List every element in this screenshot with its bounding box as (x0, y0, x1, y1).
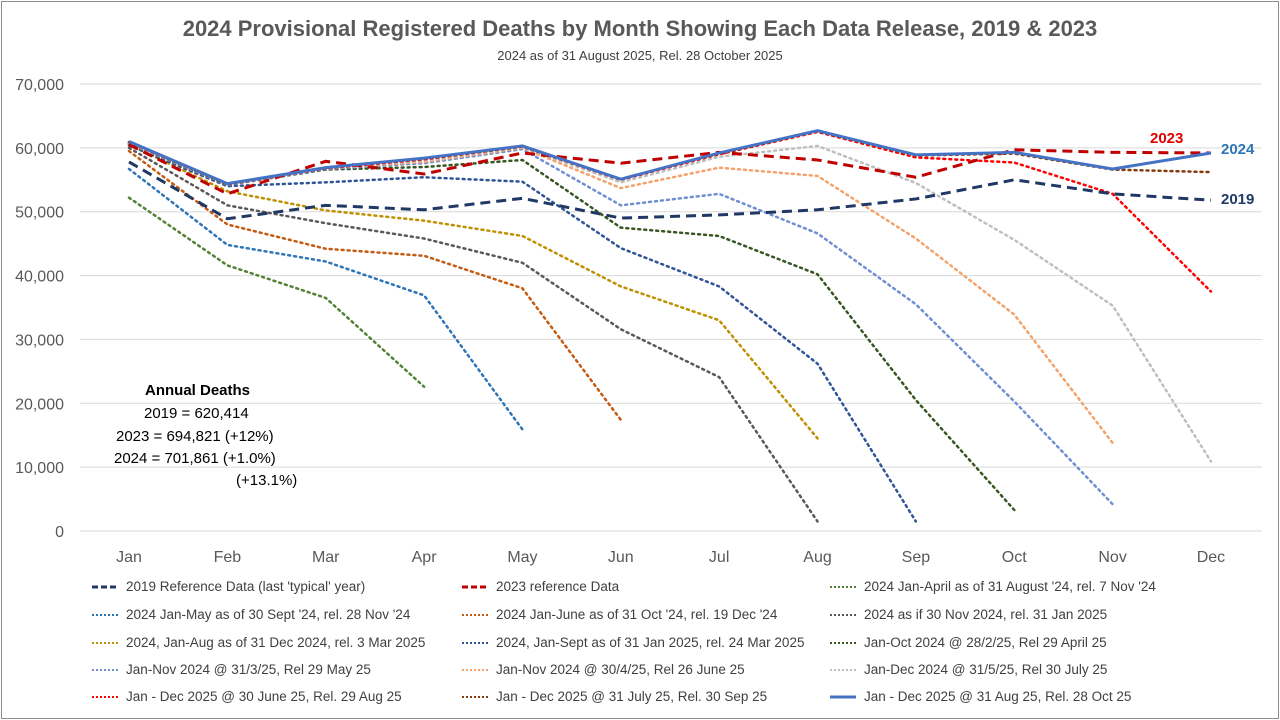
series-line-2 (127, 196, 426, 388)
legend-swatch (92, 641, 118, 644)
x-tick-label: Mar (312, 549, 340, 566)
legend-label: Jan-Nov 2024 @ 31/3/25, Rel 29 May 25 (126, 662, 371, 677)
legend-item: Jan-Oct 2024 @ 28/2/25, Rel 29 April 25 (828, 635, 1107, 650)
legend-label: 2024, Jan-Aug as of 31 Dec 2024, rel. 3 … (126, 635, 426, 650)
legend-swatch (462, 668, 488, 671)
legend-item: 2024, Jan-Sept as of 31 Jan 2025, rel. 2… (460, 635, 804, 650)
y-tick-label: 30,000 (15, 332, 64, 349)
series-line-0 (128, 160, 1212, 221)
legend-label: Jan - Dec 2025 @ 30 June 25, Rel. 29 Aug… (126, 689, 402, 704)
annotation-line: 2019 = 620,414 (144, 405, 249, 422)
legend-label: 2019 Reference Data (last 'typical' year… (126, 579, 366, 594)
legend-label: Jan-Dec 2024 @ 31/5/25, Rel 30 July 25 (864, 662, 1108, 677)
series-line-9 (127, 142, 1114, 506)
legend-swatch (92, 585, 118, 588)
y-tick-label: 50,000 (15, 205, 64, 222)
series-line-6 (127, 143, 819, 440)
legend-swatch (830, 641, 856, 644)
legend-swatch (462, 585, 488, 588)
y-tick-label: 40,000 (15, 269, 64, 286)
chart-subtitle: 2024 as of 31 August 2025, Rel. 28 Octob… (497, 48, 783, 63)
x-tick-label: Feb (214, 549, 242, 566)
legend-item: Jan-Dec 2024 @ 31/5/25, Rel 30 July 25 (828, 662, 1107, 677)
series-line-4 (127, 149, 623, 422)
legend-item: Jan - Dec 2025 @ 31 July 25, Rel. 30 Sep… (460, 689, 767, 704)
x-tick-label: Apr (412, 549, 438, 566)
legend-label: Jan-Nov 2024 @ 30/4/25, Rel 26 June 25 (496, 662, 745, 677)
legend-label: 2023 reference Data (496, 579, 620, 594)
x-tick-label: Dec (1197, 549, 1225, 566)
y-tick-label: 70,000 (15, 77, 64, 94)
legend-item: Jan-Nov 2024 @ 31/3/25, Rel 29 May 25 (90, 662, 371, 677)
chart-title: 2024 Provisional Registered Deaths by Mo… (182, 16, 1098, 41)
x-tick-label: Nov (1098, 549, 1126, 566)
annotation-line: 2023 = 694,821 (+12%) (116, 428, 274, 445)
legend-item: 2024 Jan-May as of 30 Sept '24, rel. 28 … (90, 607, 410, 622)
legend-item: Jan-Nov 2024 @ 30/4/25, Rel 26 June 25 (460, 662, 745, 677)
legend-swatch (462, 641, 488, 644)
legend-swatch (462, 613, 488, 616)
legend-item: 2024, Jan-Aug as of 31 Dec 2024, rel. 3 … (90, 635, 425, 650)
annotation-line: (+13.1%) (236, 472, 298, 489)
x-tick-label: Jan (116, 549, 142, 566)
series-line-5 (127, 146, 819, 523)
legend-item: Jan - Dec 2025 @ 30 June 25, Rel. 29 Aug… (90, 689, 402, 704)
legend-swatch (92, 668, 118, 671)
end-label-2019: 2019 (1221, 191, 1255, 208)
legend-swatch (92, 613, 118, 616)
end-label-2023: 2023 (1150, 130, 1184, 147)
legend-item: 2024 as if 30 Nov 2024, rel. 31 Jan 2025 (828, 607, 1107, 622)
legend-swatch (830, 668, 856, 671)
annotation-line: 2024 = 701,861 (+1.0%) (114, 450, 276, 467)
series-line-10 (127, 141, 1114, 445)
y-tick-label: 20,000 (15, 396, 64, 413)
x-tick-label: May (507, 549, 537, 566)
y-tick-label: 0 (55, 524, 64, 541)
series-line-11 (127, 140, 1213, 463)
end-label-2024: 2024 (1221, 141, 1255, 158)
x-tick-label: Aug (803, 549, 831, 566)
legend-label: Jan - Dec 2025 @ 31 Aug 25, Rel. 28 Oct … (864, 689, 1132, 704)
legend-item: Jan - Dec 2025 @ 31 Aug 25, Rel. 28 Oct … (828, 689, 1131, 704)
legend-label: 2024 Jan-April as of 31 August '24, rel.… (864, 579, 1156, 594)
legend-label: 2024 Jan-May as of 30 Sept '24, rel. 28 … (126, 607, 411, 622)
legend-swatch (830, 585, 856, 588)
x-tick-label: Jul (709, 549, 729, 566)
legend-swatch (462, 695, 488, 698)
legend-label: 2024 Jan-June as of 31 Oct '24, rel. 19 … (496, 607, 778, 622)
series-line-14 (128, 129, 1212, 186)
legend-item: 2023 reference Data (460, 579, 619, 594)
series-line-1 (128, 143, 1211, 196)
legend-label: Jan - Dec 2025 @ 31 July 25, Rel. 30 Sep… (496, 689, 768, 704)
legend-swatch (830, 613, 856, 616)
y-tick-label: 60,000 (15, 141, 64, 158)
legend-item: 2024 Jan-April as of 31 August '24, rel.… (828, 579, 1156, 594)
legend-item: 2024 Jan-June as of 31 Oct '24, rel. 19 … (460, 607, 777, 622)
legend-swatch (830, 695, 856, 698)
legend-swatch (92, 695, 118, 698)
annotation-heading: Annual Deaths (145, 382, 251, 399)
legend-label: Jan-Oct 2024 @ 28/2/25, Rel 29 April 25 (864, 635, 1107, 650)
y-tick-label: 10,000 (15, 460, 64, 477)
legend-item: 2019 Reference Data (last 'typical' year… (90, 579, 365, 594)
x-tick-label: Sep (902, 549, 931, 566)
x-tick-label: Jun (608, 549, 634, 566)
legend-label: 2024 as if 30 Nov 2024, rel. 31 Jan 2025 (864, 607, 1108, 622)
x-tick-label: Oct (1002, 549, 1027, 566)
legend-label: 2024, Jan-Sept as of 31 Jan 2025, rel. 2… (496, 635, 805, 650)
